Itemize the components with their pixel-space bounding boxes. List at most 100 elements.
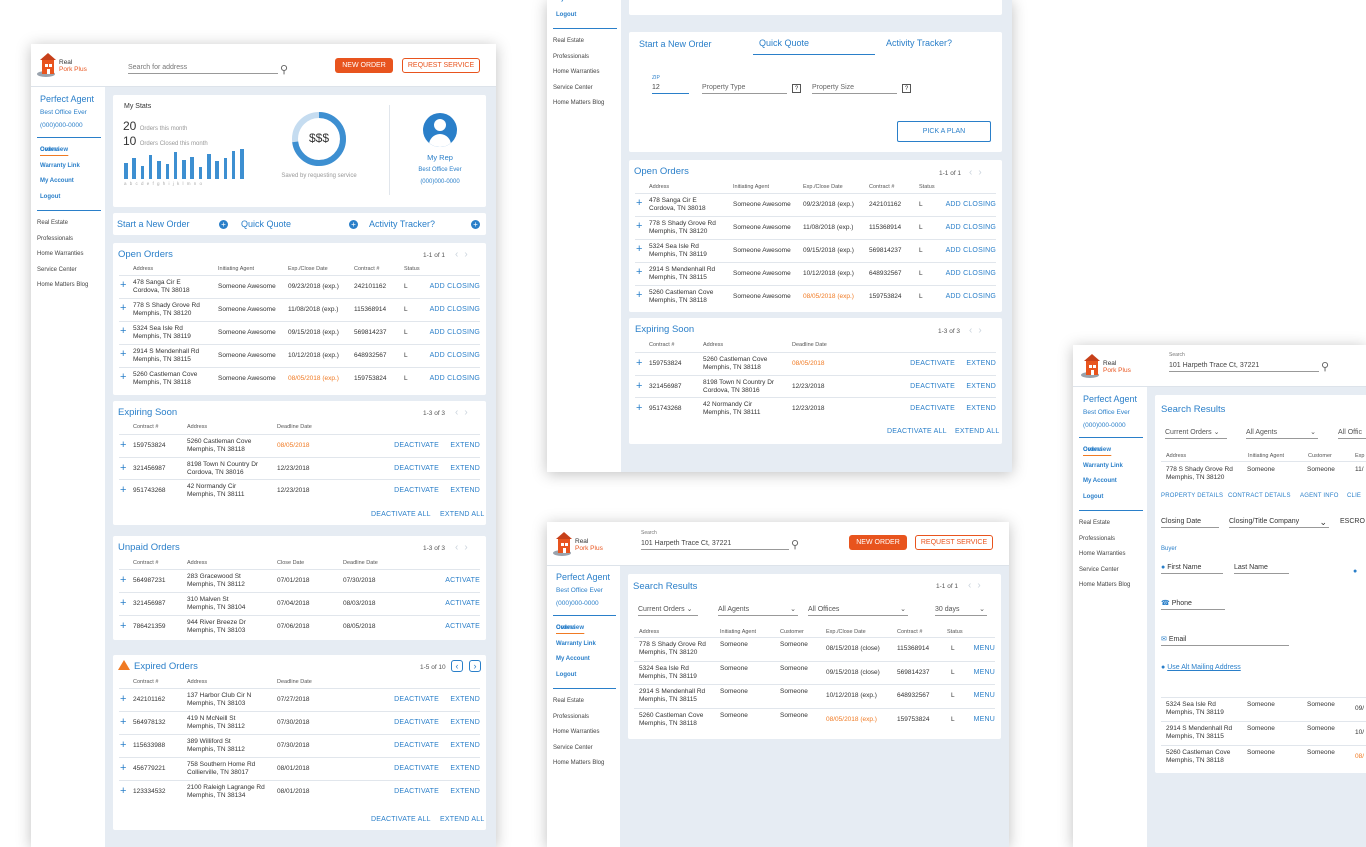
table-row[interactable]: +5324 Sea Isle Rd Memphis, TN 38119 Someon… [635,239,996,262]
help-icon[interactable]: ? [792,84,801,93]
deactivate-button[interactable]: DEACTIVATE [394,719,439,726]
filter-all-offices[interactable]: All Offic [1338,428,1366,439]
nav-my-account[interactable]: My Account [556,656,590,662]
closing-date-input[interactable]: Closing Date [1161,517,1219,528]
search-icon[interactable]: ⚲ [1321,361,1330,373]
deactivate-button[interactable]: DEACTIVATE [910,382,955,390]
nav-overview[interactable]: Overview [40,147,69,153]
help-icon[interactable]: ? [902,84,911,93]
table-row[interactable]: 5324 Sea Isle Rd Memphis, TN 38119 Someone… [634,660,995,684]
brand-logo[interactable]: Real Pork Plus [1081,353,1141,381]
rep-avatar-icon[interactable] [423,113,457,147]
search-input[interactable]: 101 Harpeth Trace Ct, 37221 [641,539,789,550]
brand-logo[interactable]: Real Pork Plus [553,531,613,559]
deactivate-all-button[interactable]: DEACTIVATE ALL [371,816,431,823]
menu-button[interactable]: MENU [973,692,995,699]
new-order-button[interactable]: NEW ORDER [335,58,393,73]
title-company-select[interactable]: Closing/Title Company ⌄ [1229,517,1329,528]
extend-button[interactable]: EXTEND [966,360,996,367]
expand-plus-icon[interactable]: + [636,289,643,301]
activate-button[interactable]: ACTIVATE [445,600,480,607]
table-row[interactable]: 5324 Sea Isle Rd Memphis, TN 38119 Someone… [1161,697,1366,720]
expand-plus-icon[interactable]: + [120,325,127,337]
request-service-button[interactable]: REQUEST SERVICE [915,535,993,550]
pagination-arrows-icon[interactable]: ‹› [969,167,988,178]
extend-button[interactable]: EXTEND [966,382,996,390]
add-closing-button[interactable]: ADD CLOSING [945,270,996,277]
deactivate-all-button[interactable]: DEACTIVATE ALL [887,428,947,435]
add-closing-button[interactable]: ADD CLOSING [429,352,480,359]
deactivate-button[interactable]: DEACTIVATE [394,742,439,749]
table-row[interactable]: 5260 Castleman Cove Memphis, TN 38118 Some… [1161,745,1366,768]
link-home-matters-blog[interactable]: Home Matters Blog [1079,582,1131,588]
extend-button[interactable]: EXTEND [450,442,480,449]
extend-all-button[interactable]: EXTEND ALL [440,511,485,518]
tab-quick-quote[interactable]: Quick Quote [241,219,292,229]
property-details-tab[interactable]: PROPERTY DETAILS [1161,493,1224,499]
nav-overview[interactable]: Overview [556,625,585,631]
add-icon[interactable]: + [471,220,480,229]
table-row[interactable]: +564987231 283 Gracewood St Memphis, TN 38… [119,569,480,591]
link-home-matters-blog[interactable]: Home Matters Blog [553,100,605,106]
filter-current-orders[interactable]: Current Orders ⌄ [638,605,698,616]
expand-plus-icon[interactable]: + [120,574,127,586]
expand-plus-icon[interactable]: + [120,348,127,360]
extend-button[interactable]: EXTEND [450,719,480,726]
table-row[interactable]: +5260 Castleman Cove Memphis, TN 38118 Som… [119,367,480,390]
tab-start-new-order[interactable]: Start a New Order [117,219,190,229]
extend-all-button[interactable]: EXTEND ALL [955,428,1000,435]
deactivate-button[interactable]: DEACTIVATE [910,360,955,367]
request-service-button[interactable]: REQUEST SERVICE [402,58,480,73]
add-icon[interactable]: + [219,220,228,229]
link-real-estate-pros[interactable]: Real Estate Professionals [553,698,590,720]
first-name-input[interactable]: ● First Name [1161,563,1223,574]
link-real-estate-pros[interactable]: Real Estate Professionals [1079,520,1116,542]
add-closing-button[interactable]: ADD CLOSING [429,306,480,313]
table-row[interactable]: +242101162 137 Harbor Club Cir N Memphis, … [119,688,480,710]
table-row[interactable]: +159753824 5260 Castleman Cove Memphis, TN… [635,352,996,374]
link-service-center[interactable]: Service Center [37,266,77,273]
table-row[interactable]: +478 Sanga Cir E Cordova, TN 38018 Someone… [635,193,996,216]
search-input[interactable]: 101 Harpeth Trace Ct, 37221 [1169,361,1319,372]
table-row[interactable]: 778 S Shady Grove Rd Memphis, TN 38120 Som… [634,637,995,660]
link-real-estate-pros[interactable]: Real Estate Professionals [553,38,590,60]
prev-page-icon[interactable]: ‹ [451,660,463,672]
tab-activity-tracker[interactable]: Activity Tracker? [886,38,953,48]
expand-plus-icon[interactable]: + [636,402,643,414]
nav-logout[interactable]: Logout [40,193,61,200]
extend-button[interactable]: EXTEND [450,696,480,703]
nav-orders[interactable]: Orders [1083,447,1103,453]
table-row[interactable]: 5260 Castleman Cove Memphis, TN 38118 Some… [634,707,995,731]
table-row[interactable]: 2914 S Mendenhall Rd Memphis, TN 38115 Som… [634,684,995,707]
next-page-icon[interactable]: › [469,660,481,672]
extend-button[interactable]: EXTEND [450,742,480,749]
expand-plus-icon[interactable]: + [120,620,127,632]
table-row[interactable]: +778 S Shady Grove Rd Memphis, TN 38120 So… [635,216,996,239]
expand-plus-icon[interactable]: + [120,716,127,728]
tab-start-new-order[interactable]: Start a New Order [639,39,712,49]
add-icon[interactable]: ● [1353,568,1358,575]
deactivate-button[interactable]: DEACTIVATE [910,405,955,412]
add-closing-button[interactable]: ADD CLOSING [429,375,480,382]
link-home-matters-blog[interactable]: Home Matters Blog [37,282,89,288]
table-row[interactable]: +778 S Shady Grove Rd Memphis, TN 38120 So… [119,298,480,321]
extend-button[interactable]: EXTEND [450,788,480,795]
expand-plus-icon[interactable]: + [636,379,643,392]
extend-button[interactable]: EXTEND [966,405,996,412]
pagination-arrows-icon[interactable]: ‹› [455,542,474,553]
nav-orders[interactable]: Orders [40,147,60,153]
link-service-center[interactable]: Service Center [1079,566,1119,573]
add-closing-button[interactable]: ADD CLOSING [429,329,480,336]
filter-all-offices[interactable]: All Offices ⌄ [808,605,908,616]
add-closing-button[interactable]: ADD CLOSING [945,293,996,300]
deactivate-button[interactable]: DEACTIVATE [394,696,439,703]
contract-details-tab[interactable]: CONTRACT DETAILS [1228,493,1291,499]
menu-button[interactable]: MENU [973,645,995,652]
link-real-estate-pros[interactable]: Real Estate Professionals [37,220,74,242]
nav-warranty-link[interactable]: Warranty Link [556,640,596,647]
new-order-button[interactable]: NEW ORDER [849,535,907,550]
expand-plus-icon[interactable]: + [636,266,643,278]
property-size-select[interactable]: Property Size [812,83,897,94]
nav-warranty-link[interactable]: Warranty Link [40,162,80,169]
tab-activity-tracker[interactable]: Activity Tracker? [369,219,436,229]
